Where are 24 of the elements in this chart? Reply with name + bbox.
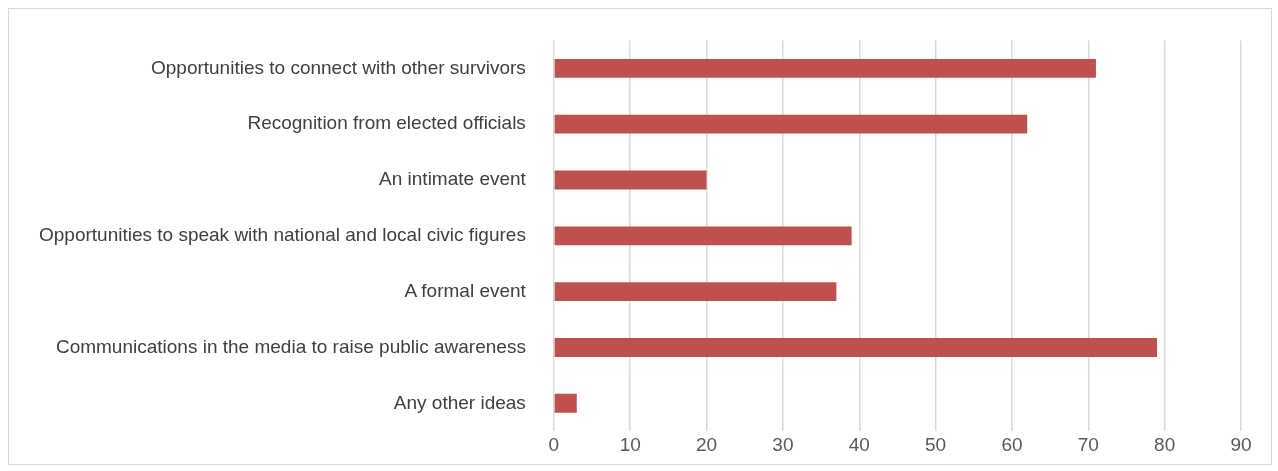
x-tick-label: 80	[1154, 433, 1176, 455]
x-tick-label: 70	[1077, 433, 1099, 455]
y-tick-label: Opportunities to connect with other survivors	[150, 56, 526, 78]
y-tick-label: Communications in the media to raise public awareness	[55, 335, 526, 357]
bar	[554, 226, 852, 246]
x-tick-label: 20	[696, 433, 718, 455]
bar	[554, 58, 1096, 78]
bar	[554, 338, 1158, 357]
x-tick-label: 30	[772, 433, 794, 455]
x-tick-label: 10	[619, 433, 641, 455]
y-tick-label: Recognition from elected officials	[247, 112, 526, 134]
bar	[554, 282, 837, 302]
bar	[554, 114, 1028, 134]
bar	[554, 393, 577, 413]
x-tick-label: 90	[1230, 433, 1252, 455]
x-tick-label: 60	[1001, 433, 1023, 455]
x-tick-label: 50	[925, 433, 947, 455]
y-tick-label: Any other ideas	[393, 391, 526, 413]
x-tick-label: 40	[848, 433, 870, 455]
bar	[554, 170, 707, 190]
y-tick-label: An intimate event	[379, 168, 527, 190]
y-tick-label: A formal event	[404, 279, 527, 301]
y-tick-label: Opportunities to speak with national and local civic figures	[39, 224, 526, 246]
x-tick-label: 0	[548, 433, 560, 455]
